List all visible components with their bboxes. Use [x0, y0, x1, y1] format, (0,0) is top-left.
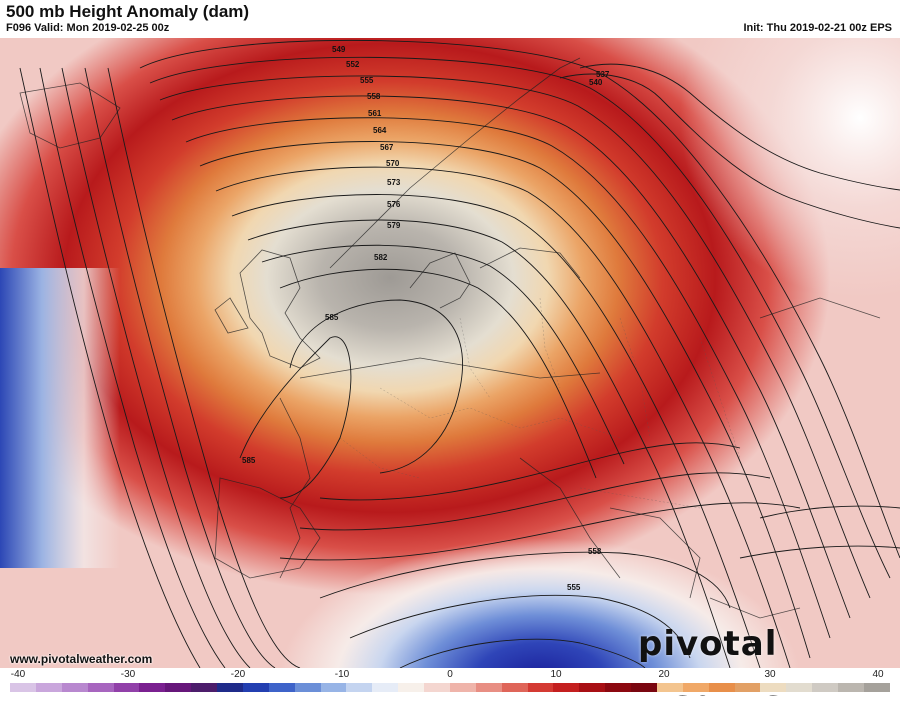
colorbar-swatch: [191, 683, 217, 692]
colorbar-swatch: [605, 683, 631, 692]
contour-label: 540: [589, 78, 603, 87]
colorbar-swatch: [656, 683, 683, 692]
colorbar-swatch: [475, 683, 502, 692]
colorbar-swatch: [165, 683, 192, 692]
colorbar-swatch: [320, 683, 347, 692]
colorbar-ticks: -40 -30 -20 -10 0 10 20 30 40: [0, 668, 900, 681]
contour-label: 537: [596, 70, 610, 79]
colorbar-swatch: [87, 683, 114, 692]
colorbar-tick: -30: [120, 669, 136, 680]
colorbar-swatch: [61, 683, 88, 692]
colorbar-swatch: [217, 683, 243, 692]
map-canvas: 549 552 555 558 561 564 567 570 573 576 …: [0, 38, 900, 668]
colorbar-tick: -10: [334, 669, 350, 680]
colorbar-swatch: [449, 683, 476, 692]
mediterranean-negative-anomaly: [0, 38, 900, 668]
contour-label: 558: [367, 92, 381, 101]
colorbar-swatch: [527, 683, 554, 692]
map-title: 500 mb Height Anomaly (dam): [6, 2, 250, 21]
colorbar-swatch: [372, 683, 399, 692]
contour-label: 561: [368, 109, 382, 118]
colorbar-swatch: [294, 683, 321, 692]
valid-time: F096 Valid: Mon 2019-02-25 00z: [6, 22, 170, 34]
colorbar-swatch: [786, 683, 813, 692]
contour-label: 573: [387, 178, 401, 187]
colorbar-legend: -40 -30 -20 -10 0 10 20 30 40: [0, 668, 900, 695]
colorbar-swatch: [631, 683, 657, 692]
contour-label: 582: [374, 253, 388, 262]
contour-label: 555: [360, 76, 374, 85]
colorbar-swatch: [10, 683, 36, 692]
contour-label: 585: [242, 456, 256, 465]
contour-label: 570: [386, 159, 400, 168]
colorbar-tick: -40: [10, 669, 26, 680]
contour-labels: 549 552 555 558 561 564 567 570 573 576 …: [242, 45, 610, 592]
colorbar-swatch: [242, 683, 269, 692]
colorbar-swatch: [424, 683, 450, 692]
colorbar-swatch: [501, 683, 528, 692]
colorbar-tick: 10: [550, 669, 562, 680]
colorbar-swatch: [812, 683, 838, 692]
contour-label: 552: [346, 60, 360, 69]
website-link[interactable]: www.pivotalweather.com: [10, 652, 153, 666]
contour-label: 549: [332, 45, 346, 54]
colorbar-swatch: [734, 683, 761, 692]
colorbar-swatch: [682, 683, 709, 692]
height-contours: [19, 39, 900, 668]
contour-label: 558: [588, 547, 602, 556]
colorbar-swatch: [139, 683, 166, 692]
colorbar-swatch: [398, 683, 424, 692]
colorbar-swatch: [838, 683, 864, 692]
colorbar-swatch: [863, 683, 890, 692]
colorbar-swatch: [35, 683, 62, 692]
anomaly-map[interactable]: 549 552 555 558 561 564 567 570 573 576 …: [0, 38, 900, 668]
header: 500 mb Height Anomaly (dam) F096 Valid: …: [0, 0, 900, 38]
colorbar-swatch: [346, 683, 373, 692]
colorbar-swatch: [268, 683, 295, 692]
colorbar-strip: [10, 683, 890, 692]
init-time: Init: Thu 2019-02-21 00z EPS: [743, 22, 892, 34]
colorbar-swatch: [708, 683, 735, 692]
colorbar-tick: 30: [764, 669, 776, 680]
colorbar-swatch: [113, 683, 140, 692]
colorbar-tick: 0: [447, 669, 453, 680]
colorbar-tick: -20: [230, 669, 246, 680]
contour-label: 555: [567, 583, 581, 592]
contour-label: 567: [380, 143, 394, 152]
contour-label: 564: [373, 126, 387, 135]
contour-label: 576: [387, 200, 401, 209]
colorbar-swatch: [579, 683, 606, 692]
contour-label: 585: [325, 313, 339, 322]
contour-label: 579: [387, 221, 401, 230]
colorbar-swatch: [760, 683, 787, 692]
colorbar-tick: 40: [872, 669, 884, 680]
colorbar-swatch: [553, 683, 580, 692]
colorbar-tick: 20: [658, 669, 670, 680]
